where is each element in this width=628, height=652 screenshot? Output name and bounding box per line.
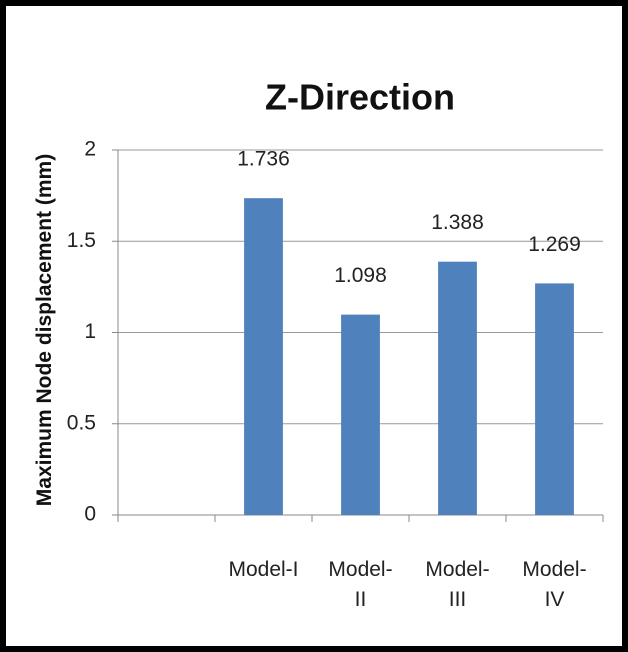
y-axis-label: Maximum Node displacement (mm) [33,153,56,507]
x-tick-label: Model-III [425,558,490,611]
x-tick-label: Model-II [328,558,393,611]
bar [244,198,283,515]
y-tick-label: 2 [84,138,96,161]
x-tick-label: Model-IV [522,558,587,611]
bar [535,283,574,515]
data-label: 1.269 [528,233,581,256]
y-tick-label: 1.5 [67,229,96,252]
y-tick-label: 0 [84,503,96,526]
data-label: 1.388 [431,211,484,234]
chart-title: Z-Direction [265,77,455,118]
x-tick-label: Model-I [228,558,299,581]
y-tick-label: 0.5 [67,411,96,434]
bar [438,261,477,515]
data-label: 1.098 [334,264,387,287]
bar [341,314,380,515]
data-label: 1.736 [237,148,290,171]
y-tick-label: 1 [84,320,96,343]
